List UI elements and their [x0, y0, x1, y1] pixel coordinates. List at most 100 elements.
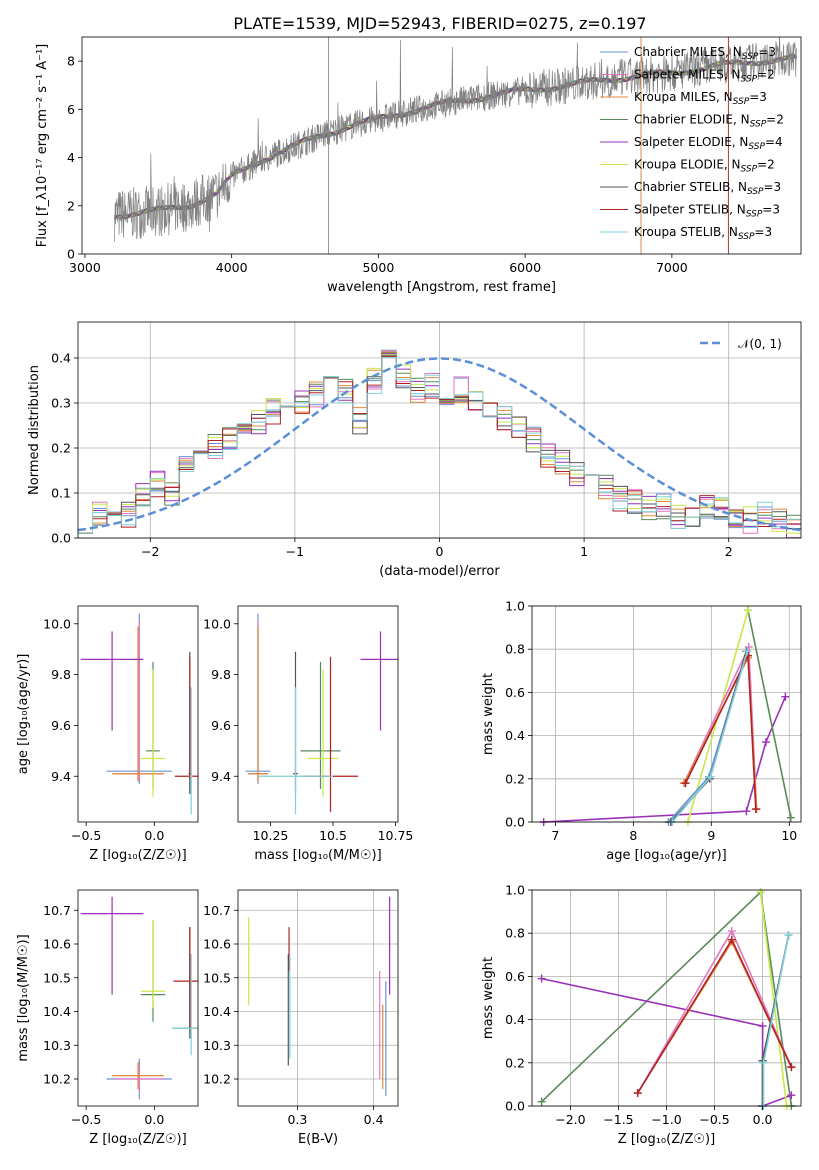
weight-line-salpeter_elodie [543, 696, 787, 823]
x-tick-label: 8 [629, 828, 637, 843]
y-tick-label: 10.0 [203, 616, 231, 631]
y-axis-label: Normed distribution [27, 365, 42, 495]
residuals-panel: −2 −1 0 1 2 0.0 0.1 0.2 0.3 0.4 (data-model)/error… [27, 321, 802, 579]
y-tick-label: 10.7 [203, 903, 231, 918]
y-axis-label: age [log₁₀(age/yr)] [16, 654, 31, 775]
weight-marker-salpeter_stelib [727, 935, 736, 944]
x-axis-label: (data-model)/error [379, 564, 500, 579]
y-tick-label: 0.0 [51, 531, 71, 546]
y-tick-label: 0.0 [505, 1099, 525, 1114]
axes-frame [77, 605, 199, 823]
x-tick-label: 7 [551, 828, 559, 843]
x-tick-label: 0.3 [287, 1112, 307, 1127]
axes-frame [81, 36, 802, 255]
weight-marker-kroupa_stelib [743, 647, 752, 656]
weight-marker-kroupa_stelib [759, 1058, 768, 1067]
x-tick-label: −0.5 [71, 1112, 101, 1127]
y-tick-label: 0.1 [51, 486, 71, 501]
x-tick-label: 7000 [656, 260, 688, 275]
legend-label: Salpeter STELIB, NSSP=3 [634, 203, 780, 220]
weight_vs_Z-panel: −2.0 −1.5 −1.0 −0.5 0.0 0.0 0.2 0.4 0.6 0.8 1.0 Z [… [481, 883, 802, 1147]
x-tick-label: −2.0 [555, 1112, 585, 1127]
weight-marker-kroupa_stelib [784, 931, 793, 940]
x-tick-label: 9 [707, 828, 715, 843]
y-tick-label: 0.8 [505, 926, 525, 941]
y-tick-label: 6 [67, 102, 75, 117]
weight-line-salpeter_miles [683, 646, 758, 810]
mass_vs_ebv-plot [248, 896, 391, 1096]
y-tick-label: 8 [67, 54, 75, 69]
x-tick-label: 0.4 [364, 1112, 384, 1127]
y-axis-label: mass weight [481, 957, 496, 1039]
y-tick-label: 10.4 [43, 1004, 71, 1019]
axes-frame [77, 889, 199, 1107]
legend-label: Salpeter MILES, NSSP=2 [634, 68, 775, 85]
y-tick-label: 1.0 [505, 883, 525, 898]
y-tick-label: 0.4 [505, 728, 525, 743]
weight-marker-kroupa_elodie [756, 888, 765, 897]
y-tick-label: 2 [67, 198, 75, 213]
y-tick-label: 4 [67, 150, 75, 165]
axes-frame [531, 605, 802, 823]
figure-title: PLATE=1539, MJD=52943, FIBERID=0275, z=0… [233, 14, 646, 33]
weight-marker-kroupa_elodie [743, 606, 752, 615]
legend-label: Chabrier MILES, NSSP=3 [634, 45, 776, 62]
weight-marker-salpeter_miles [744, 643, 753, 652]
x-tick-label: 4000 [216, 260, 248, 275]
y-tick-label: 9.4 [51, 769, 71, 784]
y-tick-label: 10.7 [43, 903, 71, 918]
weight_vs_Z-plot [537, 888, 796, 1110]
legend-label: Chabrier ELODIE, NSSP=2 [634, 113, 784, 130]
y-tick-label: 0.2 [505, 1055, 525, 1070]
legend-label: Kroupa ELODIE, NSSP=2 [634, 158, 775, 175]
age_vs_mass-panel: 10.25 10.5 10.75 9.4 9.6 9.8 10.0 mass [log₁₀(M… [203, 605, 413, 863]
weight-line-kroupa_miles [683, 654, 758, 810]
x-tick-label: 0.0 [753, 1112, 773, 1127]
weight-marker-salpeter_stelib [681, 779, 690, 788]
y-tick-label: 9.6 [211, 718, 231, 733]
y-axis-label: mass [log₁₀(M/M☉)] [16, 934, 31, 1061]
y-tick-label: 10.0 [43, 616, 71, 631]
x-tick-label: −1 [286, 544, 304, 559]
y-tick-label: 0.4 [51, 351, 71, 366]
weight-marker-chabrier_elodie [786, 813, 795, 822]
weight-marker-salpeter_elodie [742, 807, 751, 816]
age_vs_Z-plot [80, 613, 198, 815]
y-tick-label: 0 [67, 247, 75, 262]
weight-marker-salpeter_stelib [751, 805, 760, 814]
spectrum-plot [113, 37, 797, 254]
weight-marker-salpeter_stelib [787, 1063, 796, 1072]
x-tick-label: −2 [141, 544, 159, 559]
x-axis-label: Z [log₁₀(Z/Z☉)] [618, 1132, 715, 1147]
x-axis-label: age [log₁₀(age/yr)] [606, 848, 727, 863]
x-tick-label: −1.0 [651, 1112, 681, 1127]
x-tick-label: −0.5 [699, 1112, 729, 1127]
y-tick-label: 0.3 [51, 396, 71, 411]
y-tick-label: 9.8 [51, 667, 71, 682]
x-axis-label: wavelength [Angstrom, rest frame] [327, 280, 556, 295]
normal-curve [78, 357, 801, 532]
residuals-plot [78, 349, 801, 538]
weight-marker-salpeter_elodie [761, 738, 770, 747]
x-tick-label: 6000 [509, 260, 541, 275]
age_vs_mass-plot [245, 613, 398, 815]
y-tick-label: 0.4 [505, 1012, 525, 1027]
y-tick-label: 10.2 [43, 1072, 71, 1087]
y-tick-label: 0.2 [51, 441, 71, 456]
x-tick-label: 10 [781, 828, 797, 843]
y-tick-label: 10.5 [43, 970, 71, 985]
legend-label: Chabrier STELIB, NSSP=3 [634, 180, 781, 197]
y-tick-label: 10.6 [203, 937, 231, 952]
weight-line-salpeter_elodie [541, 977, 764, 1106]
weight-line-salpeter_stelib [684, 652, 757, 810]
weight-marker-salpeter_elodie [537, 974, 546, 983]
y-tick-label: 0.6 [505, 685, 525, 700]
y-tick-label: 10.3 [43, 1038, 71, 1053]
y-tick-label: 9.8 [211, 667, 231, 682]
weight-marker-salpeter_elodie [787, 1091, 796, 1100]
y-axis-label: mass weight [481, 673, 496, 755]
weight-marker-chabrier_elodie [537, 1097, 546, 1106]
x-tick-label: 0.0 [144, 828, 164, 843]
y-tick-label: 1.0 [505, 599, 525, 614]
weight-marker-salpeter_stelib [633, 1089, 642, 1098]
